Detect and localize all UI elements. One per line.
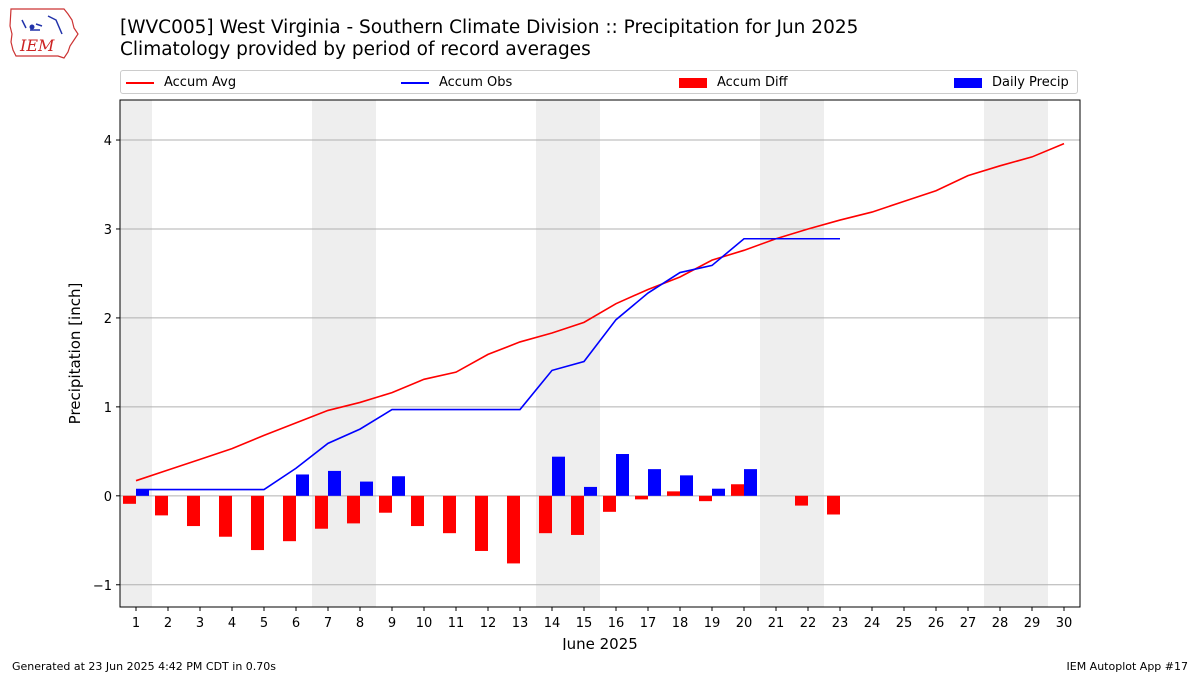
- x-tick-label-17: 17: [640, 616, 657, 631]
- x-tick-label-25: 25: [896, 616, 913, 631]
- x-tick-label-21: 21: [768, 616, 785, 631]
- x-tick-label-18: 18: [672, 616, 689, 631]
- x-tick-label-12: 12: [480, 616, 497, 631]
- title-line-2: Climatology provided by period of record…: [120, 39, 591, 60]
- diff-bar-day-8: [347, 495, 360, 524]
- x-tick-label-3: 3: [196, 616, 204, 631]
- daily-bar-day-20: [744, 469, 757, 496]
- diff-bar-day-19: [699, 495, 712, 502]
- daily-bar-day-18: [680, 475, 693, 496]
- legend-swatch-accum-diff: [679, 78, 707, 88]
- x-tick-label-26: 26: [928, 616, 945, 631]
- diff-bar-day-6: [283, 495, 296, 542]
- diff-bar-day-15: [571, 495, 584, 535]
- daily-bar-day-14: [552, 456, 565, 496]
- y-tick-label--1: −1: [93, 579, 112, 594]
- x-tick-label-23: 23: [832, 616, 849, 631]
- daily-bar-day-16: [616, 454, 629, 496]
- x-tick-label-5: 5: [260, 616, 268, 631]
- x-tick-label-11: 11: [448, 616, 465, 631]
- diff-bar-day-4: [219, 495, 232, 537]
- legend: Accum Avg Accum Obs Accum Diff Daily Pre…: [120, 70, 1078, 94]
- diff-bar-day-1: [123, 495, 136, 504]
- diff-bar-day-5: [251, 495, 264, 551]
- plot-frame: [119, 99, 1081, 608]
- footer-generated: Generated at 23 Jun 2025 4:42 PM CDT in …: [12, 660, 277, 673]
- weekend-band-0: [120, 100, 152, 607]
- x-tick-label-16: 16: [608, 616, 625, 631]
- legend-label-accum-diff: Accum Diff: [717, 75, 788, 90]
- accum-avg-line: [135, 142, 1065, 482]
- diff-bar-day-16: [603, 495, 616, 512]
- title-line-1: [WVC005] West Virginia - Southern Climat…: [120, 17, 859, 38]
- daily-bar-day-8: [360, 481, 373, 496]
- x-tick-label-22: 22: [800, 616, 817, 631]
- accum-obs-line: [136, 237, 840, 491]
- legend-label-daily-precip: Daily Precip: [992, 75, 1069, 90]
- x-tick-label-4: 4: [228, 616, 236, 631]
- x-tick-label-13: 13: [512, 616, 529, 631]
- diff-bar-day-2: [155, 495, 168, 516]
- x-tick-label-24: 24: [864, 616, 881, 631]
- x-tick-label-27: 27: [960, 616, 977, 631]
- x-tick-label-6: 6: [292, 616, 300, 631]
- legend-label-accum-obs: Accum Obs: [439, 75, 513, 90]
- chart-title: [WVC005] West Virginia - Southern Climat…: [120, 17, 858, 61]
- footer-app: IEM Autoplot App #17: [1066, 660, 1189, 673]
- legend-swatch-accum-obs: [401, 82, 429, 84]
- diff-bar-day-13: [507, 495, 520, 564]
- x-tick-label-15: 15: [576, 616, 593, 631]
- daily-bar-day-7: [328, 470, 341, 496]
- diff-bar-day-7: [315, 495, 328, 529]
- legend-swatch-accum-avg: [126, 82, 154, 84]
- diff-bar-day-20: [731, 484, 744, 496]
- daily-bar-day-15: [584, 486, 597, 496]
- y-axis-label: Precipitation [inch]: [66, 283, 84, 425]
- x-tick-label-9: 9: [388, 616, 396, 631]
- y-tick-label-4: 4: [104, 134, 112, 149]
- x-tick-label-29: 29: [1024, 616, 1041, 631]
- x-tick-label-10: 10: [416, 616, 433, 631]
- weekend-band-1: [312, 100, 376, 607]
- x-tick-label-14: 14: [544, 616, 561, 631]
- diff-bar-day-23: [827, 495, 840, 515]
- diff-bar-day-9: [379, 495, 392, 513]
- iem-logo: IEM: [9, 8, 79, 59]
- y-tick-label-3: 3: [104, 223, 112, 238]
- y-tick-label-1: 1: [104, 401, 112, 416]
- legend-swatch-daily-precip: [954, 78, 982, 88]
- weekend-band-3: [760, 100, 824, 607]
- diff-bar-day-17: [635, 495, 648, 500]
- x-tick-label-1: 1: [132, 616, 140, 631]
- x-tick-label-19: 19: [704, 616, 721, 631]
- daily-bar-day-9: [392, 476, 405, 496]
- diff-bar-day-22: [795, 495, 808, 506]
- diff-bar-day-3: [187, 495, 200, 527]
- daily-bar-day-1: [136, 489, 149, 496]
- x-tick-label-8: 8: [356, 616, 364, 631]
- daily-bar-day-6: [296, 474, 309, 496]
- weekend-band-4: [984, 100, 1048, 607]
- x-tick-label-7: 7: [324, 616, 332, 631]
- x-tick-label-20: 20: [736, 616, 753, 631]
- legend-label-accum-avg: Accum Avg: [164, 75, 237, 90]
- diff-bar-day-18: [667, 491, 680, 496]
- y-tick-label-2: 2: [104, 312, 112, 327]
- logo-text: IEM: [19, 36, 55, 55]
- diff-bar-day-14: [539, 495, 552, 534]
- x-tick-label-2: 2: [164, 616, 172, 631]
- daily-bar-day-17: [648, 469, 661, 496]
- x-axis-label: June 2025: [561, 635, 638, 650]
- daily-bar-day-19: [712, 488, 725, 496]
- x-tick-label-28: 28: [992, 616, 1009, 631]
- diff-bar-day-12: [475, 495, 488, 551]
- y-tick-label-0: 0: [104, 490, 112, 505]
- diff-bar-day-10: [411, 495, 424, 527]
- diff-bar-day-11: [443, 495, 456, 534]
- x-tick-label-30: 30: [1056, 616, 1073, 631]
